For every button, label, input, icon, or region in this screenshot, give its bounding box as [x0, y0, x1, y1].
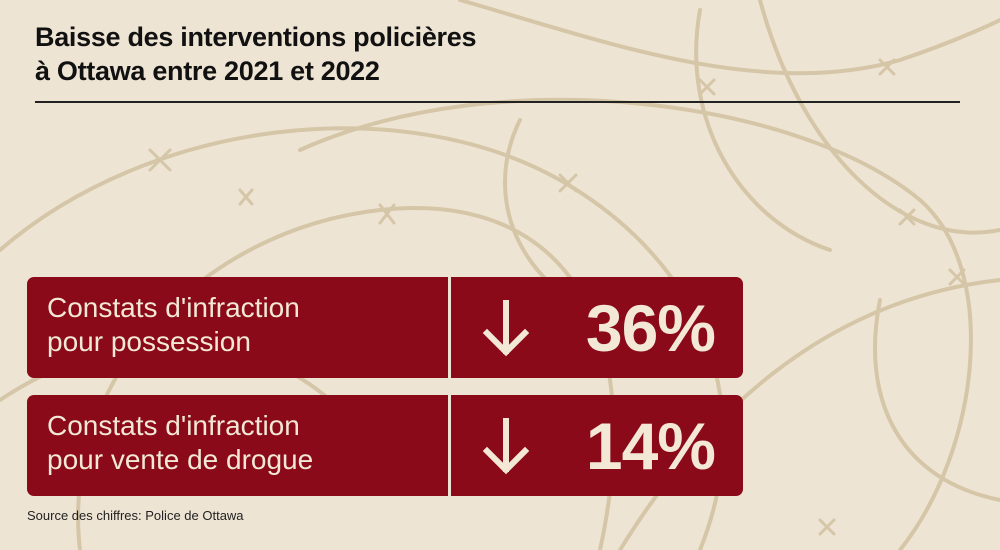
stat-value: 14% [585, 408, 716, 483]
stat-card-drug-sale: Constats d'infraction pour vente de drog… [27, 395, 743, 496]
arrow-down-icon [482, 417, 530, 474]
stat-label-line-2: pour vente de drogue [47, 444, 314, 475]
stat-card-possession: Constats d'infraction pour possession 36… [27, 277, 743, 378]
stat-value: 36% [585, 290, 716, 365]
title-line-1: Baisse des interventions policières [35, 22, 477, 52]
stat-label: Constats d'infraction pour possession [27, 277, 448, 378]
stat-label-line-1: Constats d'infraction [47, 410, 300, 441]
title-divider [35, 101, 960, 103]
stat-value-panel: 36% [451, 277, 743, 378]
stat-label: Constats d'infraction pour vente de drog… [27, 395, 448, 496]
title-line-2: à Ottawa entre 2021 et 2022 [35, 56, 380, 86]
stat-label-line-1: Constats d'infraction [47, 292, 300, 323]
source-note: Source des chiffres: Police de Ottawa [27, 508, 244, 523]
stat-label-line-2: pour possession [47, 326, 251, 357]
stat-value-panel: 14% [451, 395, 743, 496]
page-title: Baisse des interventions policières à Ot… [35, 20, 476, 88]
arrow-down-icon [482, 299, 530, 356]
